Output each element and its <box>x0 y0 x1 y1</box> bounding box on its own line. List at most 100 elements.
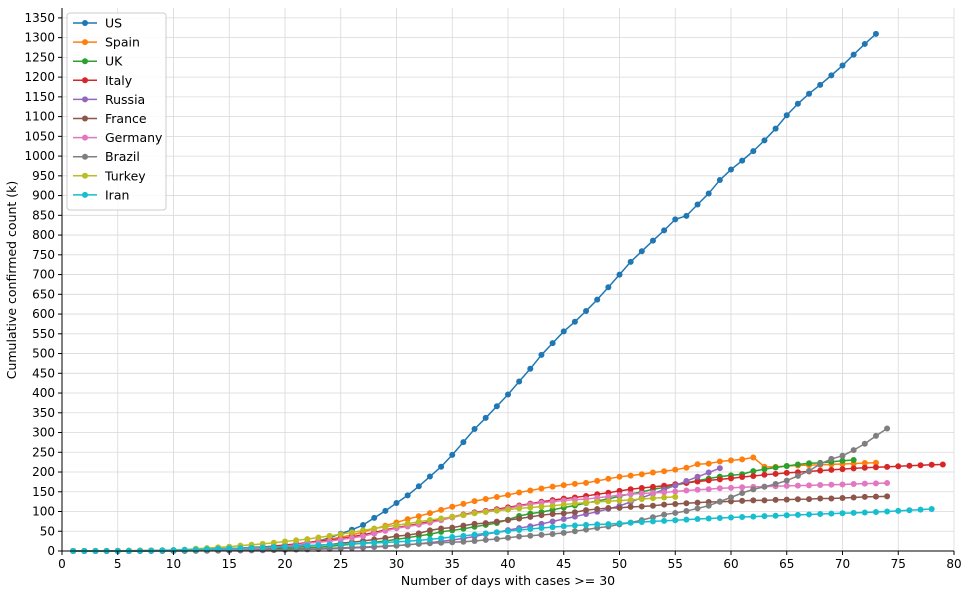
data-point-italy <box>817 467 824 474</box>
data-point-france <box>884 493 891 500</box>
data-point-brazil <box>560 529 567 536</box>
data-point-germany <box>817 482 824 489</box>
data-point-iran <box>661 517 668 524</box>
data-point-spain <box>705 460 712 467</box>
data-point-france <box>549 510 556 517</box>
data-point-us <box>404 492 411 499</box>
data-point-us <box>705 190 712 197</box>
data-point-france <box>415 530 422 537</box>
data-point-us <box>505 391 511 398</box>
data-point-spain <box>415 513 422 520</box>
data-point-us <box>716 177 723 184</box>
x-tick-label: 40 <box>500 557 515 571</box>
y-tick-label: 0 <box>47 544 55 558</box>
data-point-spain <box>404 516 411 523</box>
legend-marker-france <box>82 115 88 122</box>
data-point-turkey <box>293 537 300 544</box>
series-iran <box>70 506 935 554</box>
data-point-spain <box>649 469 656 476</box>
data-point-iran <box>282 543 288 550</box>
y-tick-label: 650 <box>32 287 55 301</box>
x-tick-label: 10 <box>166 557 181 571</box>
legend-label-italy: Italy <box>105 73 133 88</box>
data-point-iran <box>627 519 634 526</box>
data-point-us <box>571 318 578 325</box>
y-tick-label: 400 <box>32 386 55 400</box>
data-point-iran <box>917 506 924 513</box>
data-point-germany <box>806 482 813 489</box>
data-point-france <box>683 500 690 507</box>
data-point-france <box>605 505 612 512</box>
data-point-iran <box>761 513 768 520</box>
data-point-spain <box>716 458 723 465</box>
data-point-us <box>616 271 623 278</box>
data-point-france <box>806 496 813 503</box>
data-point-germany <box>683 487 690 494</box>
data-point-spain <box>605 475 612 482</box>
data-point-us <box>850 51 857 58</box>
data-point-spain <box>449 503 456 510</box>
data-point-us <box>649 237 656 244</box>
data-point-france <box>382 534 389 541</box>
data-point-france <box>571 509 578 516</box>
data-point-russia <box>560 516 567 523</box>
data-point-iran <box>304 542 311 549</box>
data-point-germany <box>828 481 835 488</box>
data-point-uk <box>761 466 768 473</box>
data-point-turkey <box>594 498 601 505</box>
y-tick-label: 850 <box>32 208 55 222</box>
data-point-us <box>806 90 813 97</box>
data-point-turkey <box>326 532 333 539</box>
data-point-spain <box>571 480 578 487</box>
y-tick-label: 100 <box>32 505 55 519</box>
data-point-iran <box>415 537 422 544</box>
data-point-italy <box>750 472 757 479</box>
y-tick-label: 550 <box>32 327 55 341</box>
data-point-us <box>794 100 801 107</box>
data-point-italy <box>906 462 913 469</box>
data-point-iran <box>772 512 779 519</box>
x-tick-label: 55 <box>668 557 683 571</box>
data-point-spain <box>527 487 534 494</box>
data-point-germany <box>716 485 723 492</box>
data-point-us <box>605 284 612 291</box>
data-point-spain <box>750 454 757 461</box>
data-point-turkey <box>282 538 288 545</box>
legend-label-brazil: Brazil <box>105 149 140 164</box>
data-point-brazil <box>471 538 478 545</box>
data-point-france <box>761 497 768 504</box>
legend-marker-turkey <box>82 172 88 179</box>
data-point-germany <box>861 480 868 487</box>
data-point-italy <box>705 477 712 484</box>
data-point-brazil <box>828 455 835 462</box>
data-point-us <box>482 414 489 421</box>
legend-label-germany: Germany <box>105 130 163 145</box>
data-point-russia <box>672 482 679 489</box>
legend-item-germany: Germany <box>73 130 163 145</box>
data-point-turkey <box>493 507 500 514</box>
data-point-iran <box>605 521 612 528</box>
data-point-italy <box>739 474 746 481</box>
series-line-us <box>73 33 877 552</box>
data-point-italy <box>928 461 935 468</box>
data-point-turkey <box>415 518 422 525</box>
data-point-turkey <box>315 534 322 541</box>
data-point-iran <box>426 536 433 543</box>
data-point-russia <box>538 520 545 527</box>
data-point-iran <box>538 525 545 531</box>
data-point-germany <box>783 482 790 489</box>
data-point-iran <box>393 538 400 545</box>
data-point-us <box>627 258 634 265</box>
data-point-italy <box>917 462 924 469</box>
data-point-france <box>505 517 511 524</box>
legend-label-turkey: Turkey <box>104 168 146 183</box>
data-point-germany <box>839 481 846 488</box>
data-point-russia <box>549 518 556 525</box>
y-tick-label: 1000 <box>24 149 55 163</box>
data-point-brazil <box>884 425 891 432</box>
legend-label-iran: Iran <box>105 187 129 202</box>
data-point-spain <box>661 468 668 475</box>
data-point-brazil <box>527 532 534 539</box>
data-point-brazil <box>772 481 779 488</box>
